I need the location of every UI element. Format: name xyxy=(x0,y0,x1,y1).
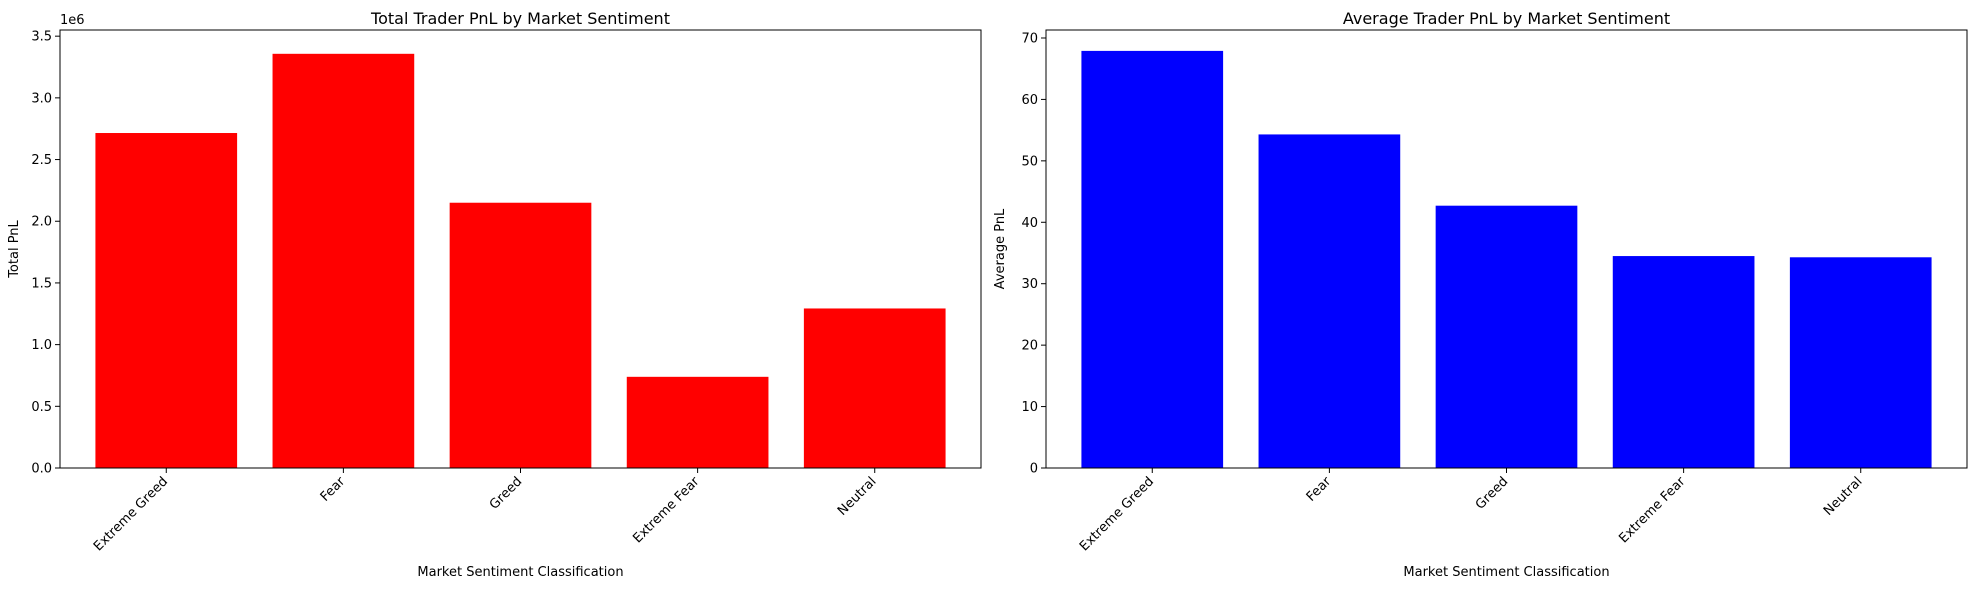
average-pnl-ytick-label: 40 xyxy=(1021,216,1038,231)
total-pnl-ytick-label: 0.5 xyxy=(31,400,52,415)
average-pnl-ytick-label: 10 xyxy=(1021,400,1038,415)
average-pnl-chart-title: Average Trader PnL by Market Sentiment xyxy=(1343,9,1670,28)
total-pnl-bar-neutral xyxy=(803,308,946,468)
total-pnl-bar-fear xyxy=(272,53,415,469)
total-pnl-axis-offset-label: 1e6 xyxy=(60,13,85,28)
average-pnl-ytick-label: 0 xyxy=(1030,462,1038,477)
total-pnl-y-axis-label: Total PnL xyxy=(7,219,22,278)
average-pnl-ytick-label: 60 xyxy=(1021,93,1038,108)
average-pnl-ytick-label: 20 xyxy=(1021,339,1038,354)
total-pnl-ytick-label: 2.0 xyxy=(31,215,52,230)
total-pnl-ytick-label: 2.5 xyxy=(31,153,52,168)
average-pnl-bar-extreme-fear xyxy=(1612,256,1755,468)
average-pnl-ytick-label: 70 xyxy=(1021,31,1038,46)
total-pnl-ytick-label: 0.0 xyxy=(31,462,52,477)
total-pnl-chart-title: Total Trader PnL by Market Sentiment xyxy=(370,9,670,28)
average-pnl-bar-fear xyxy=(1258,134,1401,468)
average-pnl-bar-greed xyxy=(1435,205,1578,468)
average-pnl-bar-extreme-greed xyxy=(1081,50,1224,468)
average-pnl-ytick-label: 50 xyxy=(1021,154,1038,169)
average-pnl-ytick-label: 30 xyxy=(1021,277,1038,292)
total-pnl-x-axis-label: Market Sentiment Classification xyxy=(417,565,623,580)
total-pnl-ytick-label: 3.0 xyxy=(31,91,52,106)
average-pnl-x-axis-label: Market Sentiment Classification xyxy=(1403,565,1609,580)
total-pnl-bar-extreme-fear xyxy=(626,376,769,468)
total-pnl-ytick-label: 1.5 xyxy=(31,276,52,291)
total-pnl-bar-extreme-greed xyxy=(95,133,238,468)
total-pnl-ytick-label: 3.5 xyxy=(31,30,52,45)
average-pnl-y-axis-label: Average PnL xyxy=(993,208,1008,289)
average-pnl-bar-neutral xyxy=(1789,257,1932,468)
total-pnl-ytick-label: 1.0 xyxy=(31,338,52,353)
total-pnl-bar-greed xyxy=(449,202,592,469)
